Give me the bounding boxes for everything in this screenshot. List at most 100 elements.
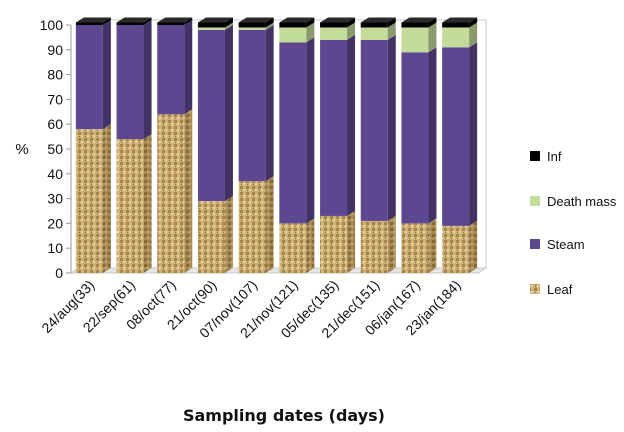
bar-side [387,34,396,221]
bar-side [143,20,152,140]
y-tick-label: 90 [47,42,63,58]
bar-top [320,17,356,23]
bar-side [265,22,274,30]
bar-segment-inf [197,17,233,28]
bar-segment-inf [442,17,478,28]
bar-front [401,27,429,53]
bar-front [442,22,470,28]
bar-segment-leaf [116,134,152,273]
bar-side [102,20,111,130]
bars-group [75,17,478,273]
bar-segment-inf [116,17,152,25]
bar-segment-inf [279,17,315,28]
bar-segment-steam [197,24,233,202]
bar-side [143,134,152,273]
y-tick-label: 50 [47,141,63,157]
legend-swatch [530,284,540,294]
bar-front [116,22,144,25]
bar-front [238,27,266,30]
bar-segment-death-mass [401,22,437,53]
legend-label: Steam [547,237,585,252]
y-tick-label: 40 [47,166,63,182]
bar-side [102,17,111,25]
bar-side [347,17,356,28]
bar-side [265,17,274,28]
bar-side [387,17,396,28]
bar-front [116,25,144,140]
bar-front [157,22,185,25]
bar-top [442,17,478,23]
bar-segment-leaf [401,218,437,273]
y-tick-label: 80 [47,67,63,83]
bar-segment-death-mass [360,22,396,40]
bar-top [401,17,437,23]
bar-front [197,27,225,30]
bar-side [347,210,356,273]
bar-front [157,25,185,115]
bar-segment-inf [157,17,193,25]
legend: Inf Death mass Steam Leaf [530,149,617,297]
bar-side [347,22,356,40]
x-axis-title: Sampling dates (days) [183,406,385,425]
bar-front [279,22,307,28]
bar-segment-inf [238,17,274,28]
bar-front [401,22,429,28]
bar-front [197,22,225,28]
x-axis-ticks: 24/aug(33)22/sep(61)08/oct(77)21/oct(90)… [38,277,463,341]
legend-item-inf: Inf [530,149,562,164]
bar-segment-steam [75,20,111,130]
y-tick-label: 20 [47,215,63,231]
bar-side [224,196,233,273]
bar-segment-inf [75,17,111,25]
bar-front [279,223,307,273]
bar-segment-leaf [75,124,111,273]
bar-segment-inf [360,17,396,28]
legend-swatch [530,151,540,161]
y-axis-ticks: 0 10 20 30 40 50 60 70 80 90 100 [40,17,71,281]
bar-side [306,22,315,43]
bar-side [469,17,478,28]
bar-side [184,17,193,25]
bar-side [102,124,111,273]
bar-side [265,176,274,273]
bar-top [238,17,274,23]
legend-swatch [530,239,540,249]
bar-side [469,22,478,48]
bar-front [279,27,307,43]
bar-front [238,22,266,28]
legend-item-steam: Steam [530,237,585,252]
bar-side [184,20,193,115]
bar-side [387,215,396,273]
bar-front [157,114,185,273]
bar-top [197,17,233,23]
legend-swatch [530,196,540,206]
bar-side [469,42,478,226]
bar-side [265,24,274,182]
bar-side [428,17,437,28]
bar-front [360,22,388,28]
legend-item-leaf: Leaf [530,282,573,297]
bar-front [442,47,470,226]
y-tick-label: 30 [47,191,63,207]
y-tick-label: 0 [55,265,63,281]
bar-front [401,52,429,224]
bar-top [116,17,152,23]
legend-label: Inf [547,149,562,164]
bar-segment-leaf [279,218,315,273]
bar-segment-steam [279,37,315,224]
bar-front [360,39,388,221]
bar-top [75,17,111,23]
bar-side [469,220,478,273]
bar-segment-steam [116,20,152,140]
bar-front [320,22,348,28]
bar-front [320,215,348,273]
bar-segment-inf [320,17,356,28]
bar-top [360,17,396,23]
bar-segment-leaf [442,220,478,273]
y-tick-label: 60 [47,116,63,132]
bar-front [238,181,266,273]
y-axis-label: % [15,141,28,158]
bar-segment-steam [320,34,356,216]
bar-segment-inf [401,17,437,28]
bar-side [306,17,315,28]
